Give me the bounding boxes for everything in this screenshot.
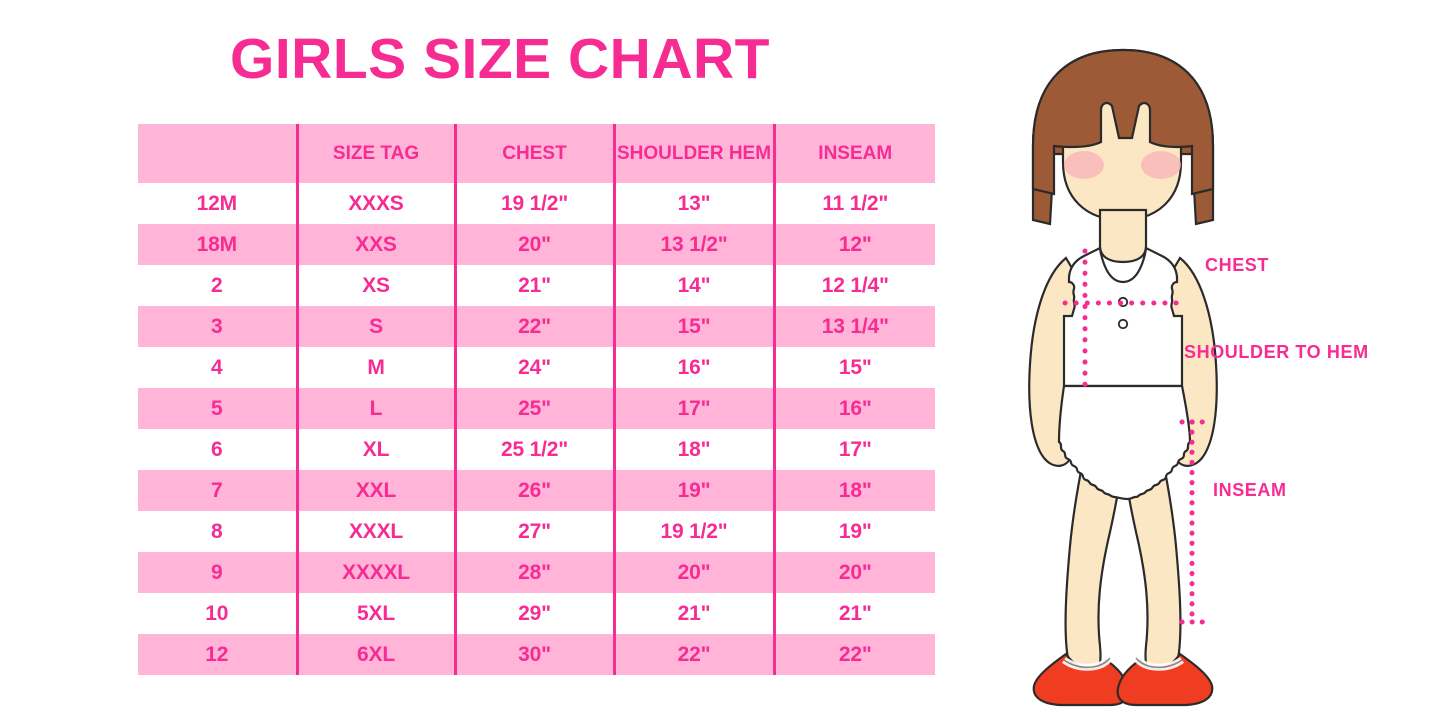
table-row: 7 XXL 26" 19" 18" [138,470,935,511]
cell-shoulder-hem: 16" [612,347,774,388]
column-header-size-tag: SIZE TAG [295,124,455,183]
cell-shoulder-hem: 18" [612,429,774,470]
cell-size-tag: XXS [295,224,455,265]
cell-inseam: 12 1/4" [772,265,935,306]
table-row: 2 XS 21" 14" 12 1/4" [138,265,935,306]
shoulder-to-hem-measurement-label: SHOULDER TO HEM [1184,342,1369,362]
table-row: 18M XXS 20" 13 1/2" 12" [138,224,935,265]
cell-size-tag: XL [295,429,455,470]
cheek-left-blush [1064,151,1104,179]
cell-size-tag: M [295,347,455,388]
hair-fringe-shape [1031,48,1215,196]
cell-size-tag: 5XL [295,593,455,634]
cell-chest: 30" [453,634,614,675]
shoe-left-strap-outline [1063,657,1111,669]
girl-figure-illustration [1028,48,1218,707]
cell-chest: 24" [453,347,614,388]
cell-size: 8 [138,511,297,552]
cell-shoulder-hem: 13 1/2" [612,224,774,265]
table-row: 12M XXXS 19 1/2" 13" 11 1/2" [138,183,935,224]
table-row: 4 M 24" 16" 15" [138,347,935,388]
table-header-row: SIZE TAG CHEST SHOULDER HEM INSEAM [138,124,935,183]
neck-shape [1098,208,1148,264]
cell-size-tag: 6XL [295,634,455,675]
cell-size-tag: XS [295,265,455,306]
cell-shoulder-hem: 22" [612,634,774,675]
inseam-measurement-label: INSEAM [1213,480,1287,500]
column-header-shoulder-hem: SHOULDER HEM [612,124,774,183]
cell-inseam: 18" [772,470,935,511]
cell-size: 2 [138,265,297,306]
cell-size-tag: XXXL [295,511,455,552]
cell-size-tag: XXXXL [295,552,455,593]
cell-chest: 22" [453,306,614,347]
cell-size: 12M [138,183,297,224]
cell-shoulder-hem: 19 1/2" [612,511,774,552]
cell-shoulder-hem: 13" [612,183,774,224]
skirt-ruffle-shape [1057,384,1192,501]
table-body: 12M XXXS 19 1/2" 13" 11 1/2" 18M XXS 20" 13 1/2"… [138,183,935,675]
cell-size: 18M [138,224,297,265]
cell-inseam: 19" [772,511,935,552]
size-chart-table: SIZE TAG CHEST SHOULDER HEM INSEAM 12M XX… [138,124,935,675]
cell-inseam: 12" [772,224,935,265]
cell-size: 3 [138,306,297,347]
cell-inseam: 21" [772,593,935,634]
cell-size: 5 [138,388,297,429]
cell-shoulder-hem: 21" [612,593,774,634]
cell-inseam: 11 1/2" [772,183,935,224]
cell-inseam: 20" [772,552,935,593]
cell-inseam: 22" [772,634,935,675]
cell-shoulder-hem: 15" [612,306,774,347]
cell-shoulder-hem: 20" [612,552,774,593]
cell-size-tag: S [295,306,455,347]
cell-inseam: 16" [772,388,935,429]
table-row: 8 XXXL 27" 19 1/2" 19" [138,511,935,552]
cell-chest: 29" [453,593,614,634]
column-header-size [138,124,297,183]
cell-chest: 19 1/2" [453,183,614,224]
page-title: GIRLS SIZE CHART [229,27,770,91]
cell-chest: 28" [453,552,614,593]
cell-inseam: 15" [772,347,935,388]
cell-shoulder-hem: 17" [612,388,774,429]
shoe-right-strap-outline [1135,657,1183,669]
cell-chest: 25" [453,388,614,429]
cell-chest: 20" [453,224,614,265]
cell-shoulder-hem: 19" [612,470,774,511]
table-row: 6 XL 25 1/2" 18" 17" [138,429,935,470]
size-chart-table-container: SIZE TAG CHEST SHOULDER HEM INSEAM 12M XX… [138,124,935,675]
cell-chest: 27" [453,511,614,552]
table-row: 10 5XL 29" 21" 21" [138,593,935,634]
cell-inseam: 17" [772,429,935,470]
cell-chest: 21" [453,265,614,306]
cell-size-tag: L [295,388,455,429]
cell-size: 10 [138,593,297,634]
blouse-shape [1062,246,1184,388]
cell-chest: 25 1/2" [453,429,614,470]
cell-size: 4 [138,347,297,388]
table-row: 3 S 22" 15" 13 1/4" [138,306,935,347]
button-lower [1117,318,1129,330]
cheek-right-blush [1141,151,1181,179]
cell-size: 9 [138,552,297,593]
cell-size: 12 [138,634,297,675]
cell-size: 7 [138,470,297,511]
table-row: 5 L 25" 17" 16" [138,388,935,429]
column-header-inseam: INSEAM [772,124,935,183]
cell-size-tag: XXL [295,470,455,511]
cell-shoulder-hem: 14" [612,265,774,306]
cell-inseam: 13 1/4" [772,306,935,347]
table-row: 12 6XL 30" 22" 22" [138,634,935,675]
measurement-illustration: CHEST SHOULDER TO HEM INSEAM [960,34,1445,717]
cell-size: 6 [138,429,297,470]
cell-size-tag: XXXS [295,183,455,224]
chest-measurement-label: CHEST [1205,255,1270,275]
cell-chest: 26" [453,470,614,511]
table-row: 9 XXXXL 28" 20" 20" [138,552,935,593]
column-header-chest: CHEST [453,124,614,183]
